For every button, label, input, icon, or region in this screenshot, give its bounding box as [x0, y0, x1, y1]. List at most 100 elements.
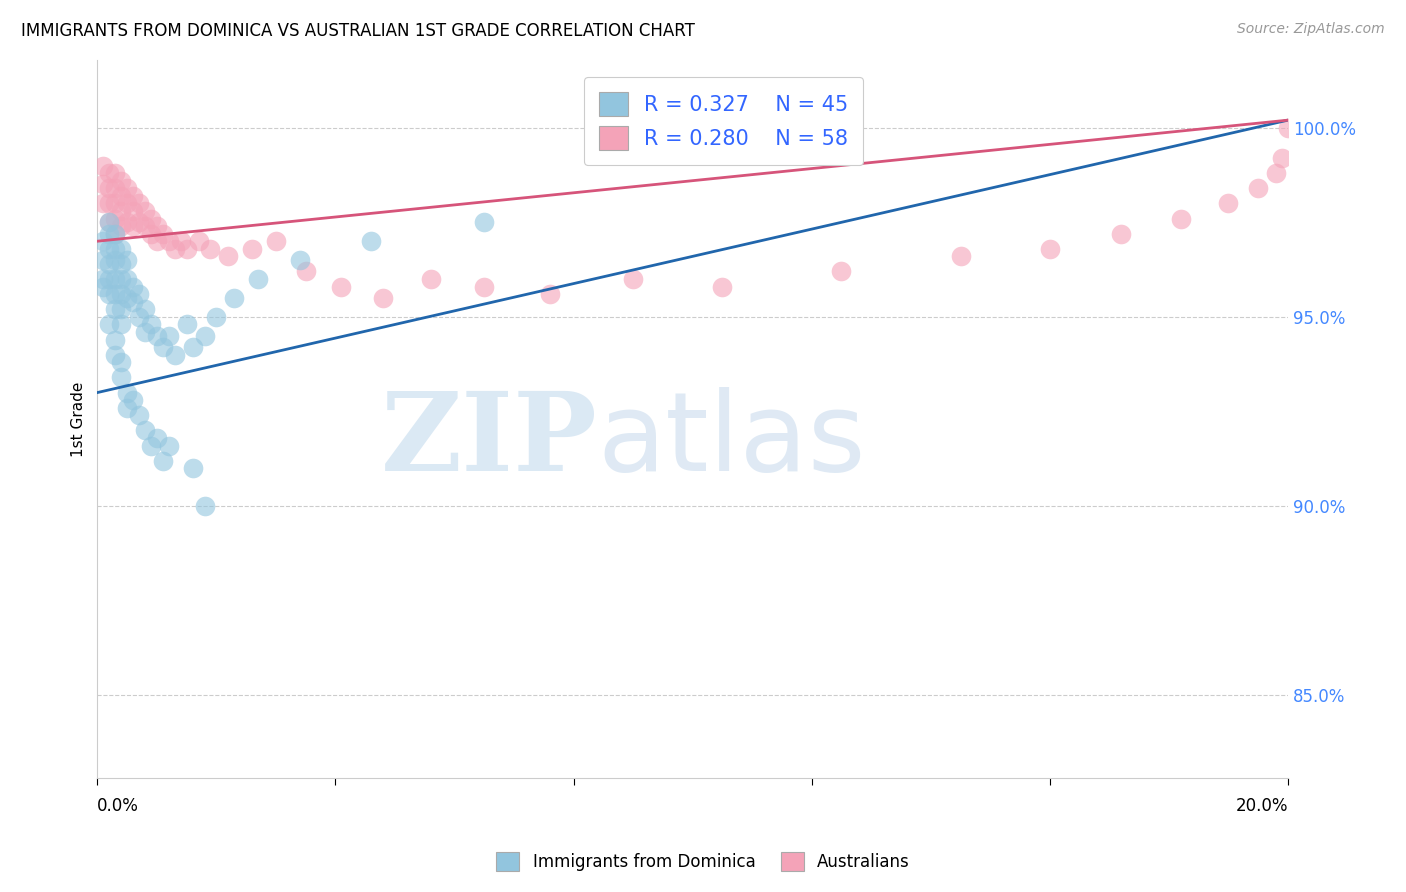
Point [193, 499, 215, 513]
Point [193, 328, 215, 343]
Point [98, 166, 121, 180]
Point [224, 291, 246, 305]
Point [181, 461, 204, 475]
Point [98, 196, 121, 211]
Point [110, 219, 132, 233]
Point [98, 272, 121, 286]
Legend: R = 0.327    N = 45, R = 0.280    N = 58: R = 0.327 N = 45, R = 0.280 N = 58 [583, 78, 863, 165]
Point [91, 272, 114, 286]
Point [163, 348, 186, 362]
Point [91, 253, 114, 268]
Point [538, 287, 561, 301]
Point [134, 325, 156, 339]
Point [91, 279, 114, 293]
Point [104, 196, 127, 211]
Point [134, 302, 156, 317]
Point [217, 249, 239, 263]
Point [288, 253, 311, 268]
Point [711, 279, 734, 293]
Point [115, 385, 138, 400]
Point [128, 287, 150, 301]
Point [176, 242, 198, 256]
Point [98, 242, 121, 256]
Point [176, 318, 198, 332]
Point [110, 302, 132, 317]
Point [110, 318, 132, 332]
Point [98, 318, 121, 332]
Point [1039, 242, 1062, 256]
Point [472, 279, 495, 293]
Point [104, 227, 127, 241]
Point [115, 253, 138, 268]
Point [157, 328, 180, 343]
Point [91, 159, 114, 173]
Point [110, 203, 132, 218]
Point [115, 272, 138, 286]
Point [110, 257, 132, 271]
Point [1277, 120, 1299, 135]
Point [152, 340, 174, 354]
Point [104, 166, 127, 180]
Point [163, 242, 186, 256]
Point [139, 438, 162, 452]
Point [294, 264, 316, 278]
Point [98, 257, 121, 271]
Point [110, 174, 132, 188]
Point [110, 272, 132, 286]
Point [240, 242, 263, 256]
Point [1247, 181, 1270, 195]
Point [115, 215, 138, 229]
Point [128, 310, 150, 324]
Point [205, 310, 228, 324]
Point [152, 227, 174, 241]
Text: ZIP: ZIP [381, 387, 598, 494]
Text: atlas: atlas [598, 387, 866, 494]
Point [104, 211, 127, 226]
Point [122, 219, 145, 233]
Point [419, 272, 441, 286]
Point [104, 302, 127, 317]
Point [264, 234, 287, 248]
Point [91, 178, 114, 192]
Point [134, 219, 156, 233]
Point [110, 355, 132, 369]
Point [104, 181, 127, 195]
Point [134, 424, 156, 438]
Point [104, 227, 127, 241]
Point [110, 242, 132, 256]
Point [115, 196, 138, 211]
Point [91, 196, 114, 211]
Point [128, 196, 150, 211]
Point [1265, 166, 1288, 180]
Point [104, 253, 127, 268]
Point [122, 294, 145, 309]
Point [1218, 196, 1240, 211]
Point [122, 393, 145, 408]
Point [1271, 151, 1294, 165]
Point [371, 291, 394, 305]
Point [98, 287, 121, 301]
Point [98, 181, 121, 195]
Y-axis label: 1st Grade: 1st Grade [72, 382, 86, 457]
Legend: Immigrants from Dominica, Australians: Immigrants from Dominica, Australians [488, 843, 918, 880]
Point [146, 219, 169, 233]
Point [122, 189, 145, 203]
Point [104, 242, 127, 256]
Point [157, 234, 180, 248]
Point [115, 181, 138, 195]
Point [122, 203, 145, 218]
Point [139, 227, 162, 241]
Point [122, 279, 145, 293]
Point [98, 215, 121, 229]
Text: Source: ZipAtlas.com: Source: ZipAtlas.com [1237, 22, 1385, 37]
Point [330, 279, 353, 293]
Point [91, 234, 114, 248]
Point [152, 453, 174, 467]
Point [104, 348, 127, 362]
Point [146, 328, 169, 343]
Point [157, 438, 180, 452]
Point [181, 340, 204, 354]
Point [146, 431, 169, 445]
Point [949, 249, 972, 263]
Text: 20.0%: 20.0% [1236, 797, 1288, 815]
